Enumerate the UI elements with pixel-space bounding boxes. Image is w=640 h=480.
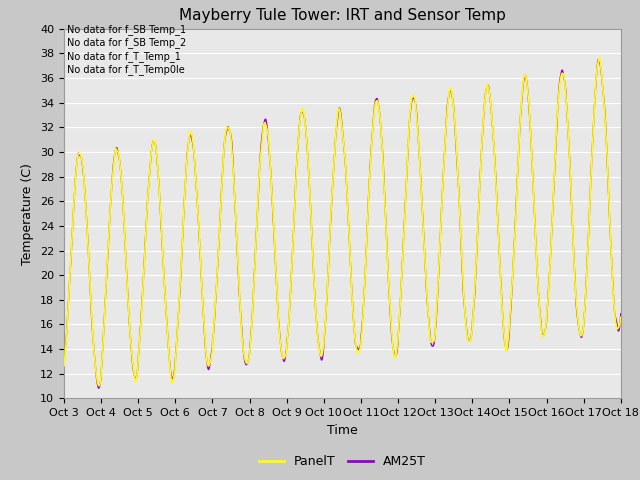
Text: No data for f_T_Temp_1: No data for f_T_Temp_1 xyxy=(67,51,181,62)
Title: Mayberry Tule Tower: IRT and Sensor Temp: Mayberry Tule Tower: IRT and Sensor Temp xyxy=(179,9,506,24)
Text: No data for f_SB Temp_2: No data for f_SB Temp_2 xyxy=(67,37,186,48)
Text: No data for f_T_Temp0le: No data for f_T_Temp0le xyxy=(67,64,185,75)
Legend: PanelT, AM25T: PanelT, AM25T xyxy=(254,450,431,473)
X-axis label: Time: Time xyxy=(327,424,358,437)
Y-axis label: Temperature (C): Temperature (C) xyxy=(22,163,35,264)
Text: No data for f_SB Temp_1: No data for f_SB Temp_1 xyxy=(67,24,186,35)
